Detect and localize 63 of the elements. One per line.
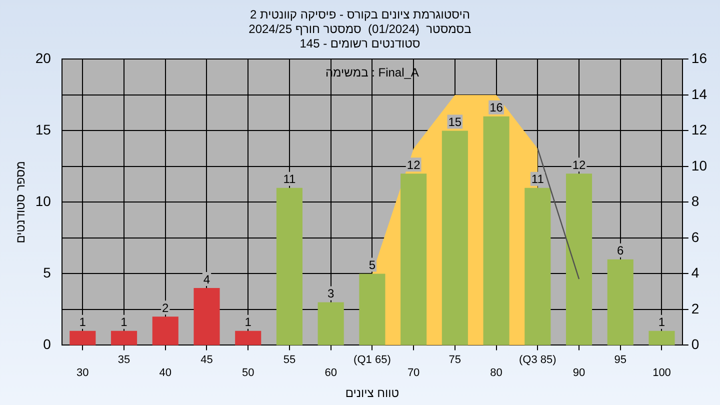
y2-tick-label: 6 — [691, 228, 700, 245]
x-tick-label: 90 — [572, 367, 586, 380]
data-label: 1 — [79, 315, 86, 330]
bar — [70, 330, 96, 346]
bar — [152, 316, 178, 346]
y2-tick-label: 4 — [691, 264, 700, 281]
data-label: 5 — [368, 258, 376, 272]
bar — [648, 330, 675, 346]
x-tick-label: (Q3 85) — [519, 354, 556, 366]
bar — [235, 330, 262, 346]
data-label: 2 — [162, 300, 170, 315]
data-label: 12 — [572, 158, 586, 172]
y2-tick-label: 8 — [691, 193, 700, 210]
bar — [400, 174, 427, 346]
y-axis-title: מספר סטודנטים — [14, 161, 28, 244]
data-label: 11 — [283, 172, 296, 186]
bar — [110, 330, 138, 346]
y2-tick-label: 0 — [691, 336, 700, 352]
x-tick-label: 45 — [200, 354, 213, 366]
chart-subtitle: בסמסטר (01/2024) סמסטר חורף 2024/25 סטודנטים רשומים - 145 — [248, 22, 472, 50]
data-label: 11 — [531, 172, 544, 186]
y-tick-label: 0 — [43, 336, 52, 352]
data-label: 1 — [244, 315, 252, 330]
data-label: 15 — [448, 115, 462, 130]
x-tick-label: 50 — [242, 367, 254, 380]
y2-tick-label: 10 — [691, 157, 708, 174]
data-label: 4 — [203, 272, 210, 286]
y-tick-label: 20 — [35, 50, 52, 66]
bar — [607, 259, 634, 346]
bar — [194, 288, 220, 346]
x-tick-label: 75 — [448, 354, 462, 366]
y2-tick-label: 2 — [691, 300, 700, 316]
x-tick-label: 80 — [490, 367, 502, 380]
y-tick-label: 10 — [35, 193, 52, 210]
x-tick-label: 60 — [324, 367, 337, 380]
data-label: 6 — [617, 244, 624, 258]
bar — [524, 188, 551, 346]
x-tick-label: 95 — [614, 354, 627, 366]
y2-tick-label: 16 — [691, 50, 708, 66]
x-tick-label: 30 — [76, 367, 89, 380]
x-tick-label: 70 — [407, 367, 420, 380]
bar — [483, 116, 510, 346]
x-axis-title: טווח ציונים — [345, 386, 400, 400]
data-label: 1 — [120, 315, 128, 330]
bar — [359, 274, 386, 346]
y2-tick-label: 12 — [691, 122, 708, 138]
y-tick-label: 15 — [35, 122, 52, 138]
bar — [276, 188, 302, 346]
data-label: 1 — [658, 315, 666, 330]
data-label: 12 — [406, 158, 421, 172]
y-tick-label: 5 — [43, 264, 52, 281]
x-tick-label: 55 — [283, 354, 296, 366]
data-label: 16 — [490, 100, 504, 115]
bar — [442, 130, 468, 346]
x-tick-label: 35 — [118, 354, 130, 366]
data-label: 3 — [327, 286, 334, 301]
bar — [318, 302, 344, 346]
x-tick-label: 40 — [159, 367, 172, 380]
x-tick-label: 100 — [652, 367, 671, 380]
y2-tick-label: 14 — [691, 86, 708, 102]
x-tick-label: (Q1 65) — [354, 354, 391, 366]
bar — [566, 174, 592, 346]
chart-title: היסטוגרמת ציונים בקורס - פיסיקה קוונטית 2 — [250, 8, 470, 22]
